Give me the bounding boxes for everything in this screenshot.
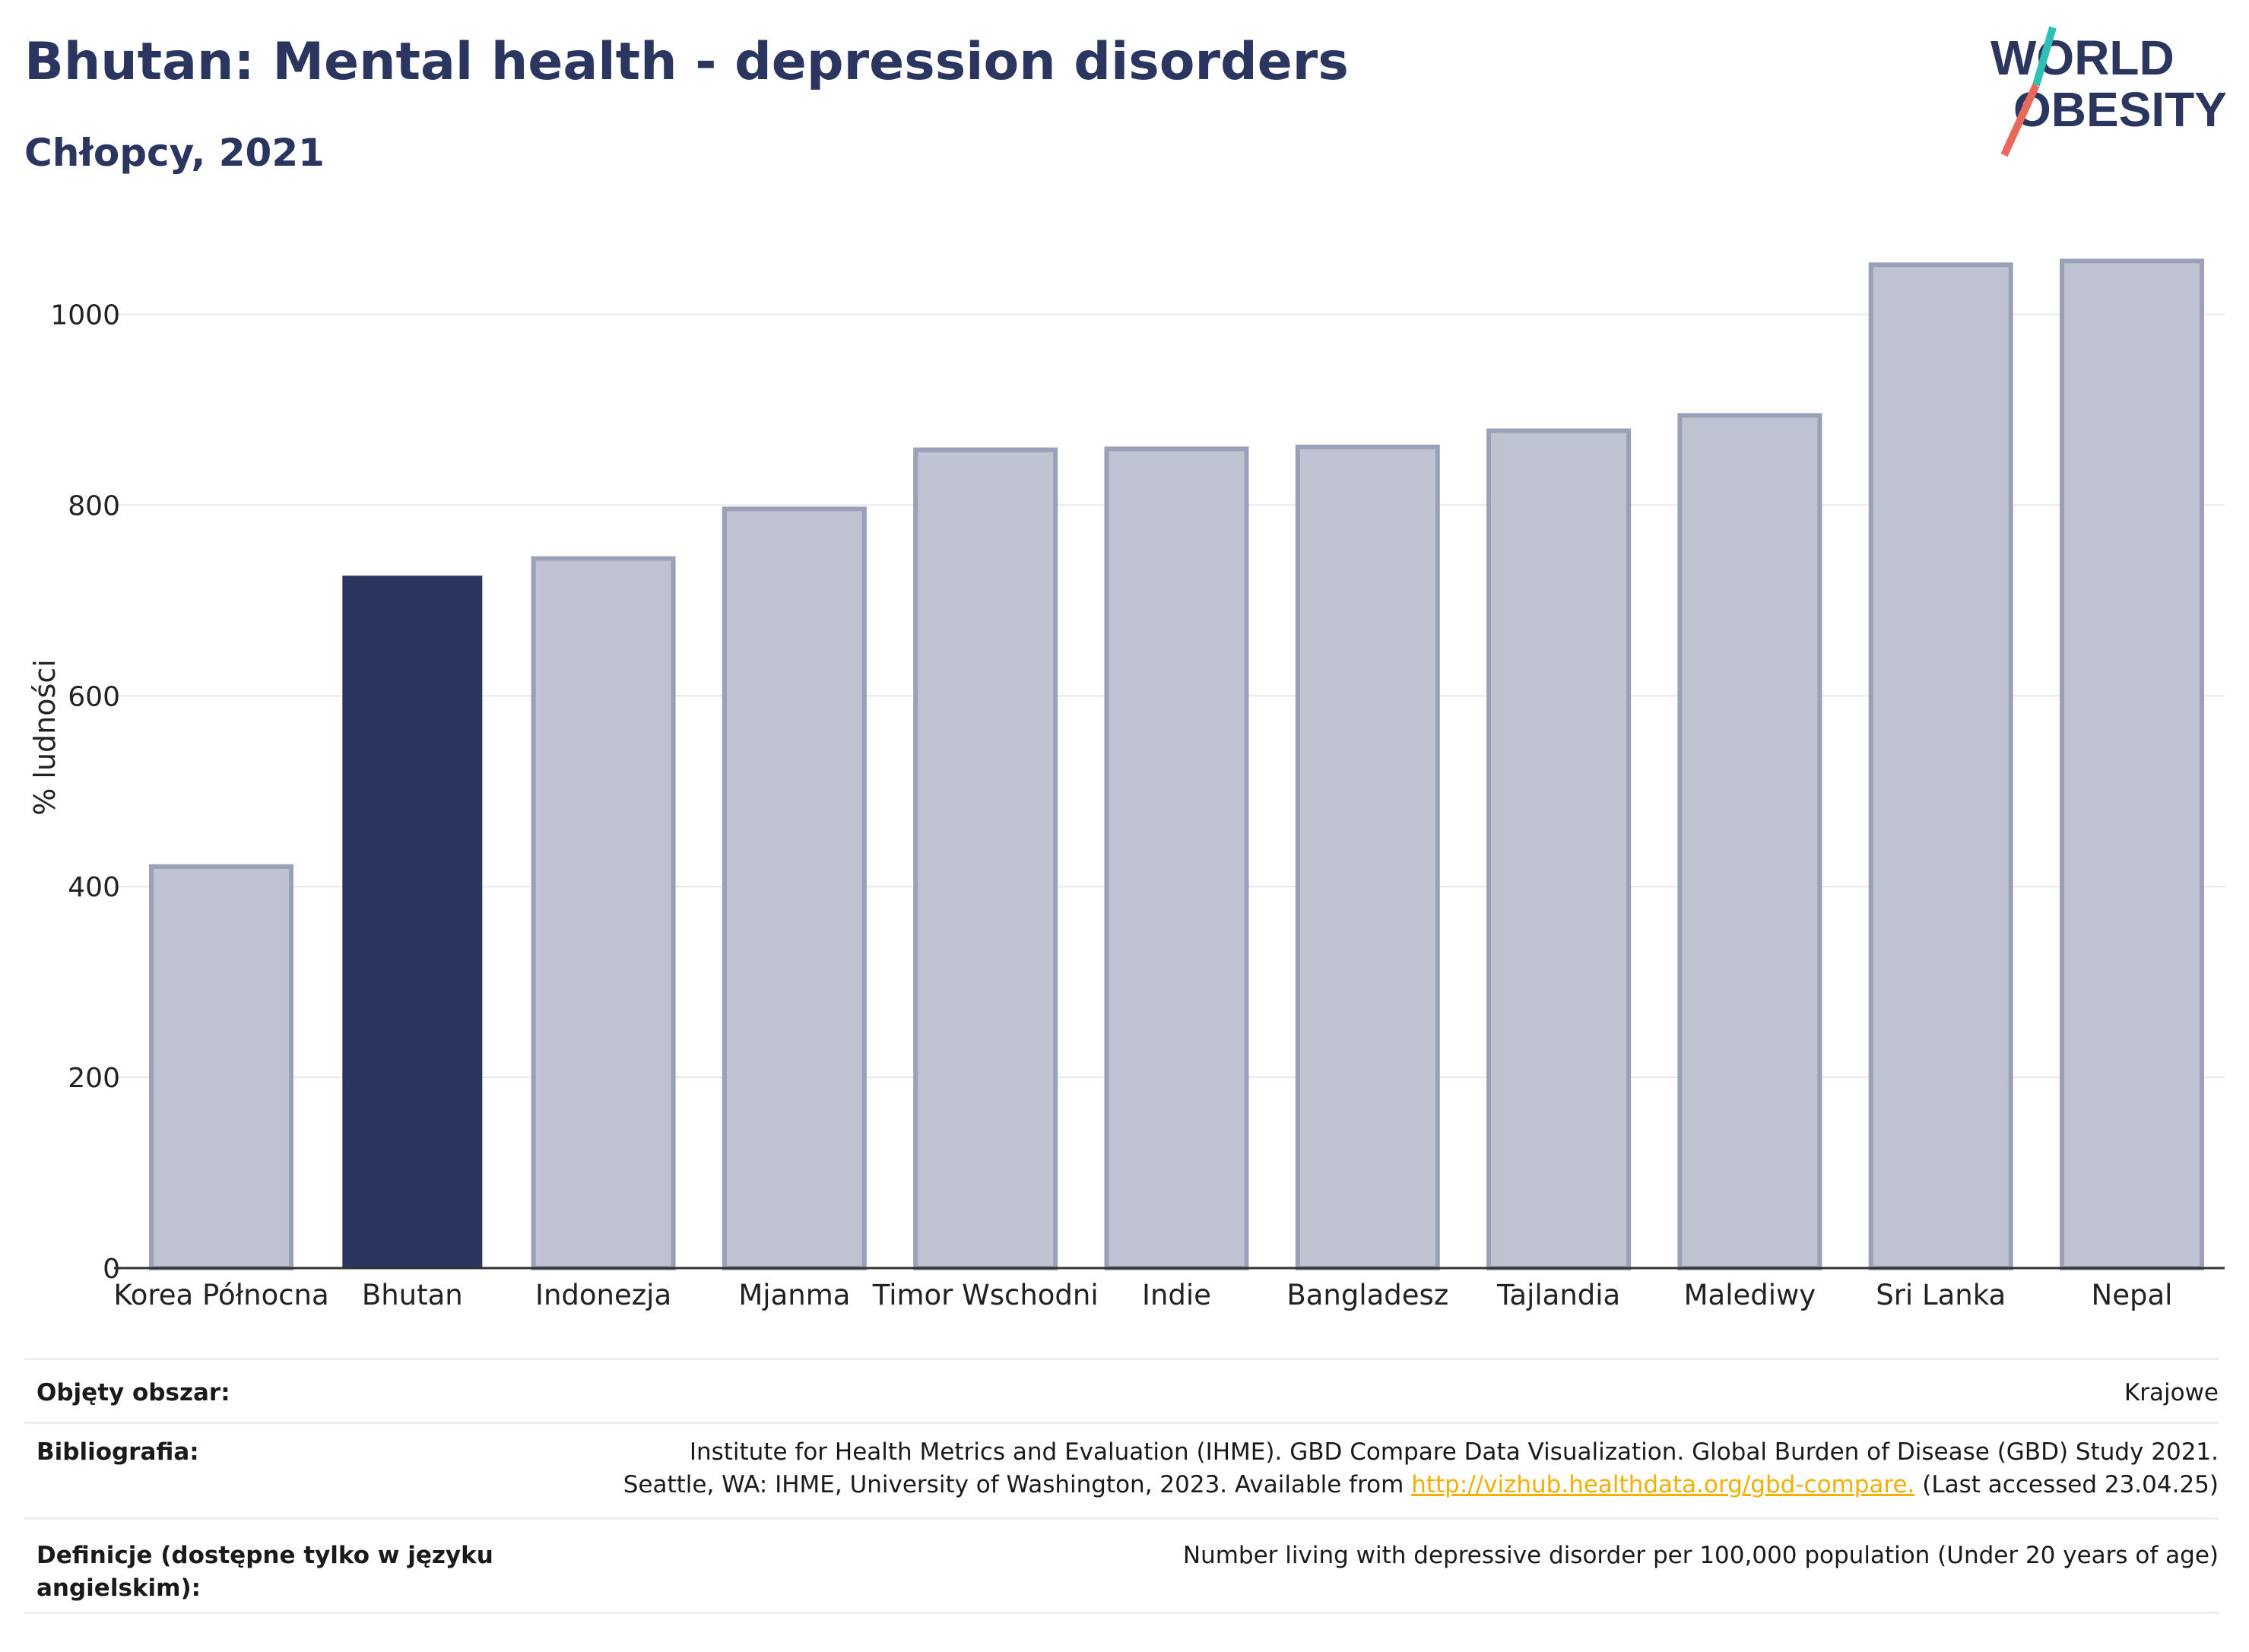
bibliography-line2-pre: Seattle, WA: IHME, University of Washing…	[623, 1471, 1412, 1498]
y-tick-label: 800	[68, 490, 120, 522]
x-tick-label: Bhutan	[362, 1279, 463, 1311]
x-tick-label: Indie	[1142, 1279, 1211, 1311]
logo-text-world: WORLD	[1990, 30, 2174, 85]
x-tick-label: Sri Lanka	[1876, 1279, 2006, 1311]
table-bottom-rule	[24, 1612, 2219, 1614]
bibliography-line1: Institute for Health Metrics and Evaluat…	[689, 1438, 2219, 1466]
logo-text-obesity: OBESITY	[2013, 82, 2227, 137]
bibliography-link[interactable]: http://vizhub.healthdata.org/gbd-compare…	[1411, 1471, 1915, 1498]
definitions-label: Definicje (dostępne tylko w języku angie…	[36, 1539, 493, 1605]
bibliography-label: Bibliografia:	[36, 1438, 199, 1466]
x-tick-label: Mjanma	[738, 1279, 850, 1311]
bar-malediwy	[1677, 413, 1822, 1270]
chart-subtitle: Chłopcy, 2021	[24, 131, 325, 175]
bar-korea-północna	[149, 864, 293, 1270]
meta-row-definitions: Definicje (dostępne tylko w języku angie…	[24, 1517, 2219, 1616]
y-axis-label: % ludności	[28, 659, 62, 816]
bibliography-line2: Seattle, WA: IHME, University of Washing…	[623, 1469, 2219, 1501]
bar-tajlandia	[1486, 428, 1632, 1271]
y-tick-label: 600	[68, 681, 120, 712]
metadata-table: Objęty obszar: Krajowe Bibliografia: Ins…	[24, 1358, 2219, 1616]
bar-mjanma	[722, 506, 867, 1270]
bar-indonezja	[531, 556, 676, 1270]
bar-indie	[1104, 446, 1249, 1270]
bar-chart: 0 200 400 600 800 1000 Korea Północna Bhutan In…	[28, 258, 2225, 1311]
x-tick-label: Tajlandia	[1496, 1279, 1620, 1311]
x-tick-label: Bangladesz	[1286, 1279, 1448, 1311]
y-tick-label: 0	[103, 1254, 120, 1285]
x-tick-labels: Korea Północna Bhutan Indonezja Mjanma Timor…	[113, 1279, 2172, 1311]
chart-title: Bhutan: Mental health - depression disor…	[24, 32, 1349, 92]
y-tick-label: 200	[68, 1063, 120, 1094]
bar-timor-wschodni	[913, 447, 1058, 1270]
y-tick-labels: 0 200 400 600 800 1000	[50, 300, 120, 1286]
x-tick-label: Malediwy	[1684, 1279, 1816, 1311]
y-tick-label: 1000	[50, 300, 120, 331]
world-obesity-logo: WORLD OBESITY	[1990, 26, 2227, 157]
definitions-label-line2: angielskim):	[36, 1574, 201, 1602]
definitions-label-line1: Definicje (dostępne tylko w języku	[36, 1542, 493, 1569]
bibliography-line2-post: (Last accessed 23.04.25)	[1914, 1471, 2219, 1498]
x-tick-label: Korea Północna	[113, 1279, 328, 1311]
bar-sri-lanka	[1868, 262, 2013, 1270]
bar-bhutan	[342, 576, 483, 1268]
area-value: Krajowe	[2124, 1379, 2219, 1406]
x-tick-label: Timor Wschodni	[872, 1279, 1099, 1311]
bars	[149, 258, 2204, 1271]
meta-row-bibliography: Bibliografia: Institute for Health Metri…	[24, 1422, 2219, 1520]
meta-row-area: Objęty obszar: Krajowe	[24, 1358, 2219, 1424]
area-label: Objęty obszar:	[36, 1379, 230, 1406]
bar-nepal	[2060, 258, 2204, 1270]
bar-bangladesz	[1295, 444, 1440, 1270]
y-tick-label: 400	[68, 872, 120, 903]
definitions-value: Number living with depressive disorder p…	[1182, 1542, 2219, 1569]
x-tick-label: Indonezja	[535, 1279, 671, 1311]
x-tick-label: Nepal	[2092, 1279, 2173, 1311]
